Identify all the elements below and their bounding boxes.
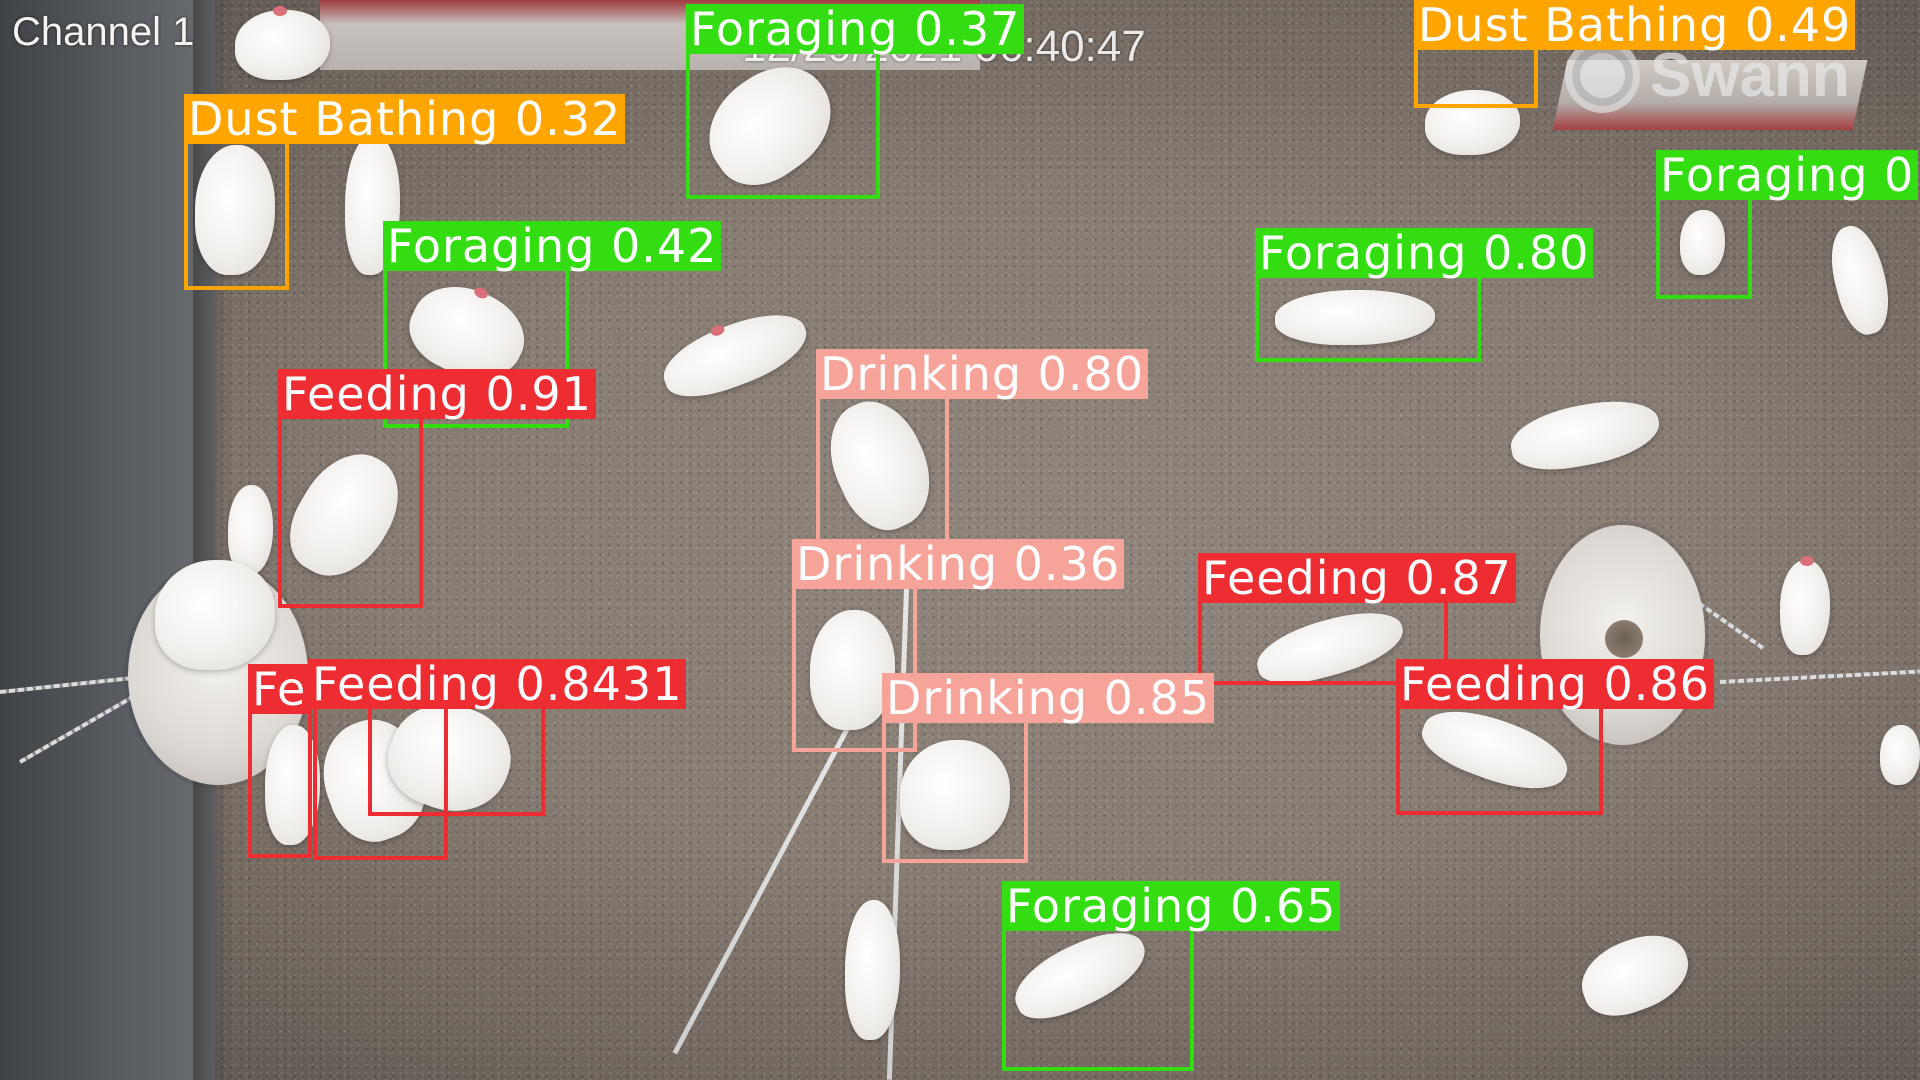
chicken <box>1780 556 1830 655</box>
detection-box <box>686 47 880 199</box>
brand-watermark: Swann <box>1565 38 1850 113</box>
feeder-opening <box>1605 620 1643 658</box>
detection-label: Dust Bathing 0.32 <box>184 94 626 144</box>
detection-box <box>1002 921 1194 1071</box>
chicken <box>900 740 1010 850</box>
detection-box <box>1396 701 1603 815</box>
chicken <box>235 6 330 80</box>
detection-box <box>278 410 423 608</box>
detection-box <box>368 704 545 816</box>
chicken <box>1505 392 1665 478</box>
chicken <box>654 301 816 409</box>
chicken <box>1275 290 1435 345</box>
detection-box <box>816 390 949 550</box>
detection-label: Dust Bathing 0.49 <box>1414 0 1856 50</box>
chicken <box>845 900 900 1040</box>
chicken <box>1821 220 1899 340</box>
detection-label: Foraging 0.80 <box>1255 228 1594 278</box>
detection-label: Feeding 0.91 <box>278 369 596 419</box>
detection-box <box>1255 270 1481 362</box>
watermark-text: Swann <box>1650 41 1850 110</box>
detection-label: Foraging 0.65 <box>1002 881 1341 931</box>
swann-logo-icon <box>1565 38 1640 113</box>
detection-box <box>248 706 312 858</box>
chicken <box>1425 90 1520 155</box>
detection-box <box>882 714 1028 863</box>
detection-label: Foraging 0.37 <box>686 4 1025 54</box>
detection-label: Feeding 0.86 <box>1396 659 1714 709</box>
detection-box <box>184 136 289 290</box>
detection-label: Drinking 0.36 <box>792 539 1125 589</box>
chicken <box>810 610 895 730</box>
chicken <box>1880 725 1920 785</box>
channel-label: Channel 1 <box>12 10 195 54</box>
detection-label: Foraging 0.42 <box>383 221 722 271</box>
detection-box <box>1656 193 1752 299</box>
chicken <box>195 145 275 275</box>
detection-label: Drinking 0.85 <box>882 673 1215 723</box>
feeder-chain <box>1719 669 1920 684</box>
chicken <box>228 485 273 575</box>
detection-label: Feeding 0.8431 <box>308 659 687 709</box>
detection-label: Foraging 0 <box>1656 150 1919 200</box>
chicken <box>155 560 275 670</box>
detection-label: Fe <box>248 664 311 714</box>
detection-label: Feeding 0.87 <box>1198 553 1516 603</box>
detection-label: Drinking 0.80 <box>816 349 1149 399</box>
chicken <box>1680 210 1725 275</box>
barn-wall <box>0 0 233 1080</box>
drinker-line <box>672 698 865 1055</box>
chicken <box>1571 923 1699 1027</box>
